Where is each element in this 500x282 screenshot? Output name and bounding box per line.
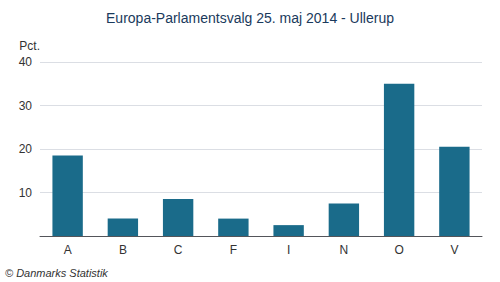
svg-text:B: B <box>119 243 127 257</box>
svg-text:40: 40 <box>19 55 33 69</box>
svg-text:I: I <box>287 243 290 257</box>
svg-text:20: 20 <box>19 142 33 156</box>
svg-text:© Danmarks Statistik: © Danmarks Statistik <box>5 267 108 279</box>
svg-text:10: 10 <box>19 186 33 200</box>
svg-text:C: C <box>174 243 183 257</box>
svg-text:V: V <box>450 243 458 257</box>
svg-text:A: A <box>64 243 72 257</box>
svg-text:O: O <box>394 243 403 257</box>
svg-text:F: F <box>230 243 237 257</box>
svg-text:N: N <box>340 243 349 257</box>
svg-text:Pct.: Pct. <box>19 39 40 53</box>
svg-text:30: 30 <box>19 99 33 113</box>
svg-text:Europa-Parlamentsvalg 25. maj: Europa-Parlamentsvalg 25. maj 2014 - Ull… <box>106 10 394 26</box>
